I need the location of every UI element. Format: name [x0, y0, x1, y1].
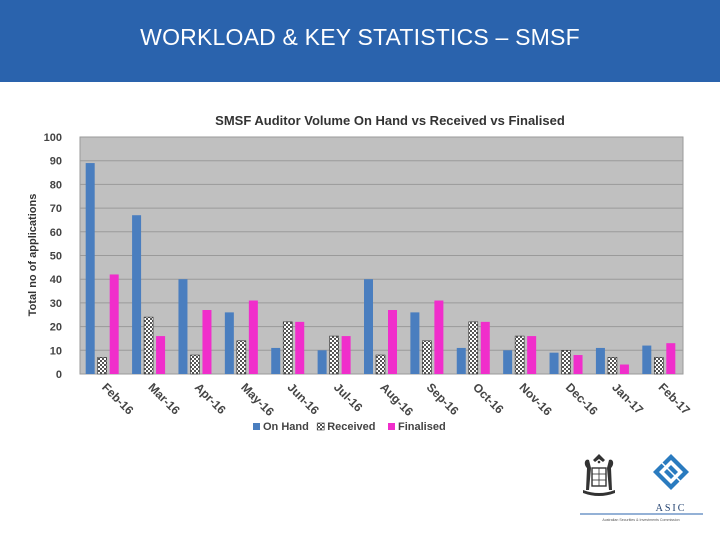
bar-finalised	[480, 321, 490, 374]
bar-received	[607, 357, 618, 375]
bar-received	[282, 321, 293, 375]
y-tick-label: 10	[50, 345, 62, 357]
chart-title: SMSF Auditor Volume On Hand vs Received …	[215, 113, 565, 128]
asic-logo: ASIC Australian Securities & Investments…	[580, 454, 703, 522]
bar-on-hand	[85, 163, 95, 374]
bar-on-hand	[178, 279, 188, 374]
x-tick-label: Dec-16	[563, 380, 601, 418]
x-tick-label: Aug-16	[377, 380, 416, 419]
bar-finalised	[388, 310, 397, 374]
bar-on-hand	[456, 347, 466, 374]
legend-label: Received	[327, 421, 375, 433]
asic-emblem-icon	[653, 454, 689, 490]
bar-received	[654, 357, 664, 375]
y-tick-label: 50	[50, 251, 62, 263]
x-tick-label: Jun-16	[285, 380, 322, 417]
bar-received	[422, 340, 432, 375]
bar-received	[375, 354, 386, 375]
bar-received	[514, 335, 525, 375]
y-tick-label: 30	[50, 298, 62, 310]
bar-on-hand	[503, 350, 513, 374]
y-tick-label: 100	[44, 132, 62, 144]
x-tick-label: Feb-16	[99, 380, 136, 417]
bar-received	[561, 350, 571, 375]
bar-received	[236, 340, 247, 375]
bar-on-hand	[410, 312, 420, 374]
bar-finalised	[619, 364, 629, 374]
bar-finalised	[295, 321, 305, 374]
x-tick-label: May-16	[238, 380, 277, 419]
bar-chart: SMSF Auditor Volume On Hand vs Received …	[27, 113, 693, 433]
x-tick-label: Jul-16	[331, 380, 366, 415]
y-tick-label: 20	[50, 322, 62, 334]
bar-on-hand	[595, 347, 605, 374]
chart-legend: On Hand Received Finalised	[253, 421, 446, 433]
bar-finalised	[527, 336, 537, 374]
slide-title: WORKLOAD & KEY STATISTICS – SMSF	[140, 24, 580, 50]
chart-panel: SMSF Auditor Volume On Hand vs Received …	[20, 100, 700, 445]
legend-swatch	[316, 422, 325, 431]
coat-of-arms-icon	[583, 454, 615, 496]
x-tick-label: Nov-16	[517, 380, 555, 418]
bar-finalised	[434, 300, 444, 374]
y-tick-label: 90	[50, 156, 62, 168]
bar-finalised	[666, 343, 676, 374]
bar-on-hand	[642, 345, 652, 374]
bar-finalised	[202, 310, 212, 374]
bar-on-hand	[317, 350, 327, 374]
legend-label: Finalised	[398, 421, 446, 433]
bar-on-hand	[364, 279, 373, 374]
bar-finalised	[573, 355, 583, 374]
legend-swatch	[253, 423, 260, 430]
y-tick-label: 80	[50, 179, 62, 191]
bar-on-hand	[549, 352, 559, 374]
bar-finalised	[341, 336, 351, 374]
asic-logo-text: ASIC	[656, 503, 687, 514]
bar-finalised	[248, 300, 258, 374]
x-tick-label: Mar-16	[145, 380, 182, 417]
y-tick-label: 70	[50, 203, 62, 215]
bar-received	[329, 335, 339, 375]
bar-received	[468, 321, 479, 375]
bar-on-hand	[224, 312, 234, 374]
slide-header: WORKLOAD & KEY STATISTICS – SMSF	[0, 0, 720, 82]
y-tick-label: 40	[50, 274, 62, 286]
asic-logo-subtitle: Australian Securities & Investments Comm…	[602, 518, 679, 522]
legend-swatch	[388, 423, 395, 430]
x-tick-label: Oct-16	[470, 380, 507, 417]
bar-received	[97, 357, 107, 375]
y-tick-label: 0	[56, 369, 62, 381]
bar-on-hand	[132, 215, 142, 374]
x-tick-label: Sep-16	[424, 380, 462, 418]
bar-on-hand	[271, 347, 281, 374]
x-tick-label: Apr-16	[192, 380, 229, 417]
bar-received	[143, 316, 154, 375]
bar-finalised	[156, 336, 166, 374]
x-tick-label: Feb-17	[656, 380, 693, 417]
y-axis-label: Total no of applications	[27, 194, 39, 317]
x-tick-label: Jan-17	[609, 380, 646, 417]
bar-finalised	[109, 274, 119, 374]
y-tick-label: 60	[50, 227, 62, 239]
legend-label: On Hand	[263, 421, 309, 433]
bar-received	[190, 354, 200, 375]
